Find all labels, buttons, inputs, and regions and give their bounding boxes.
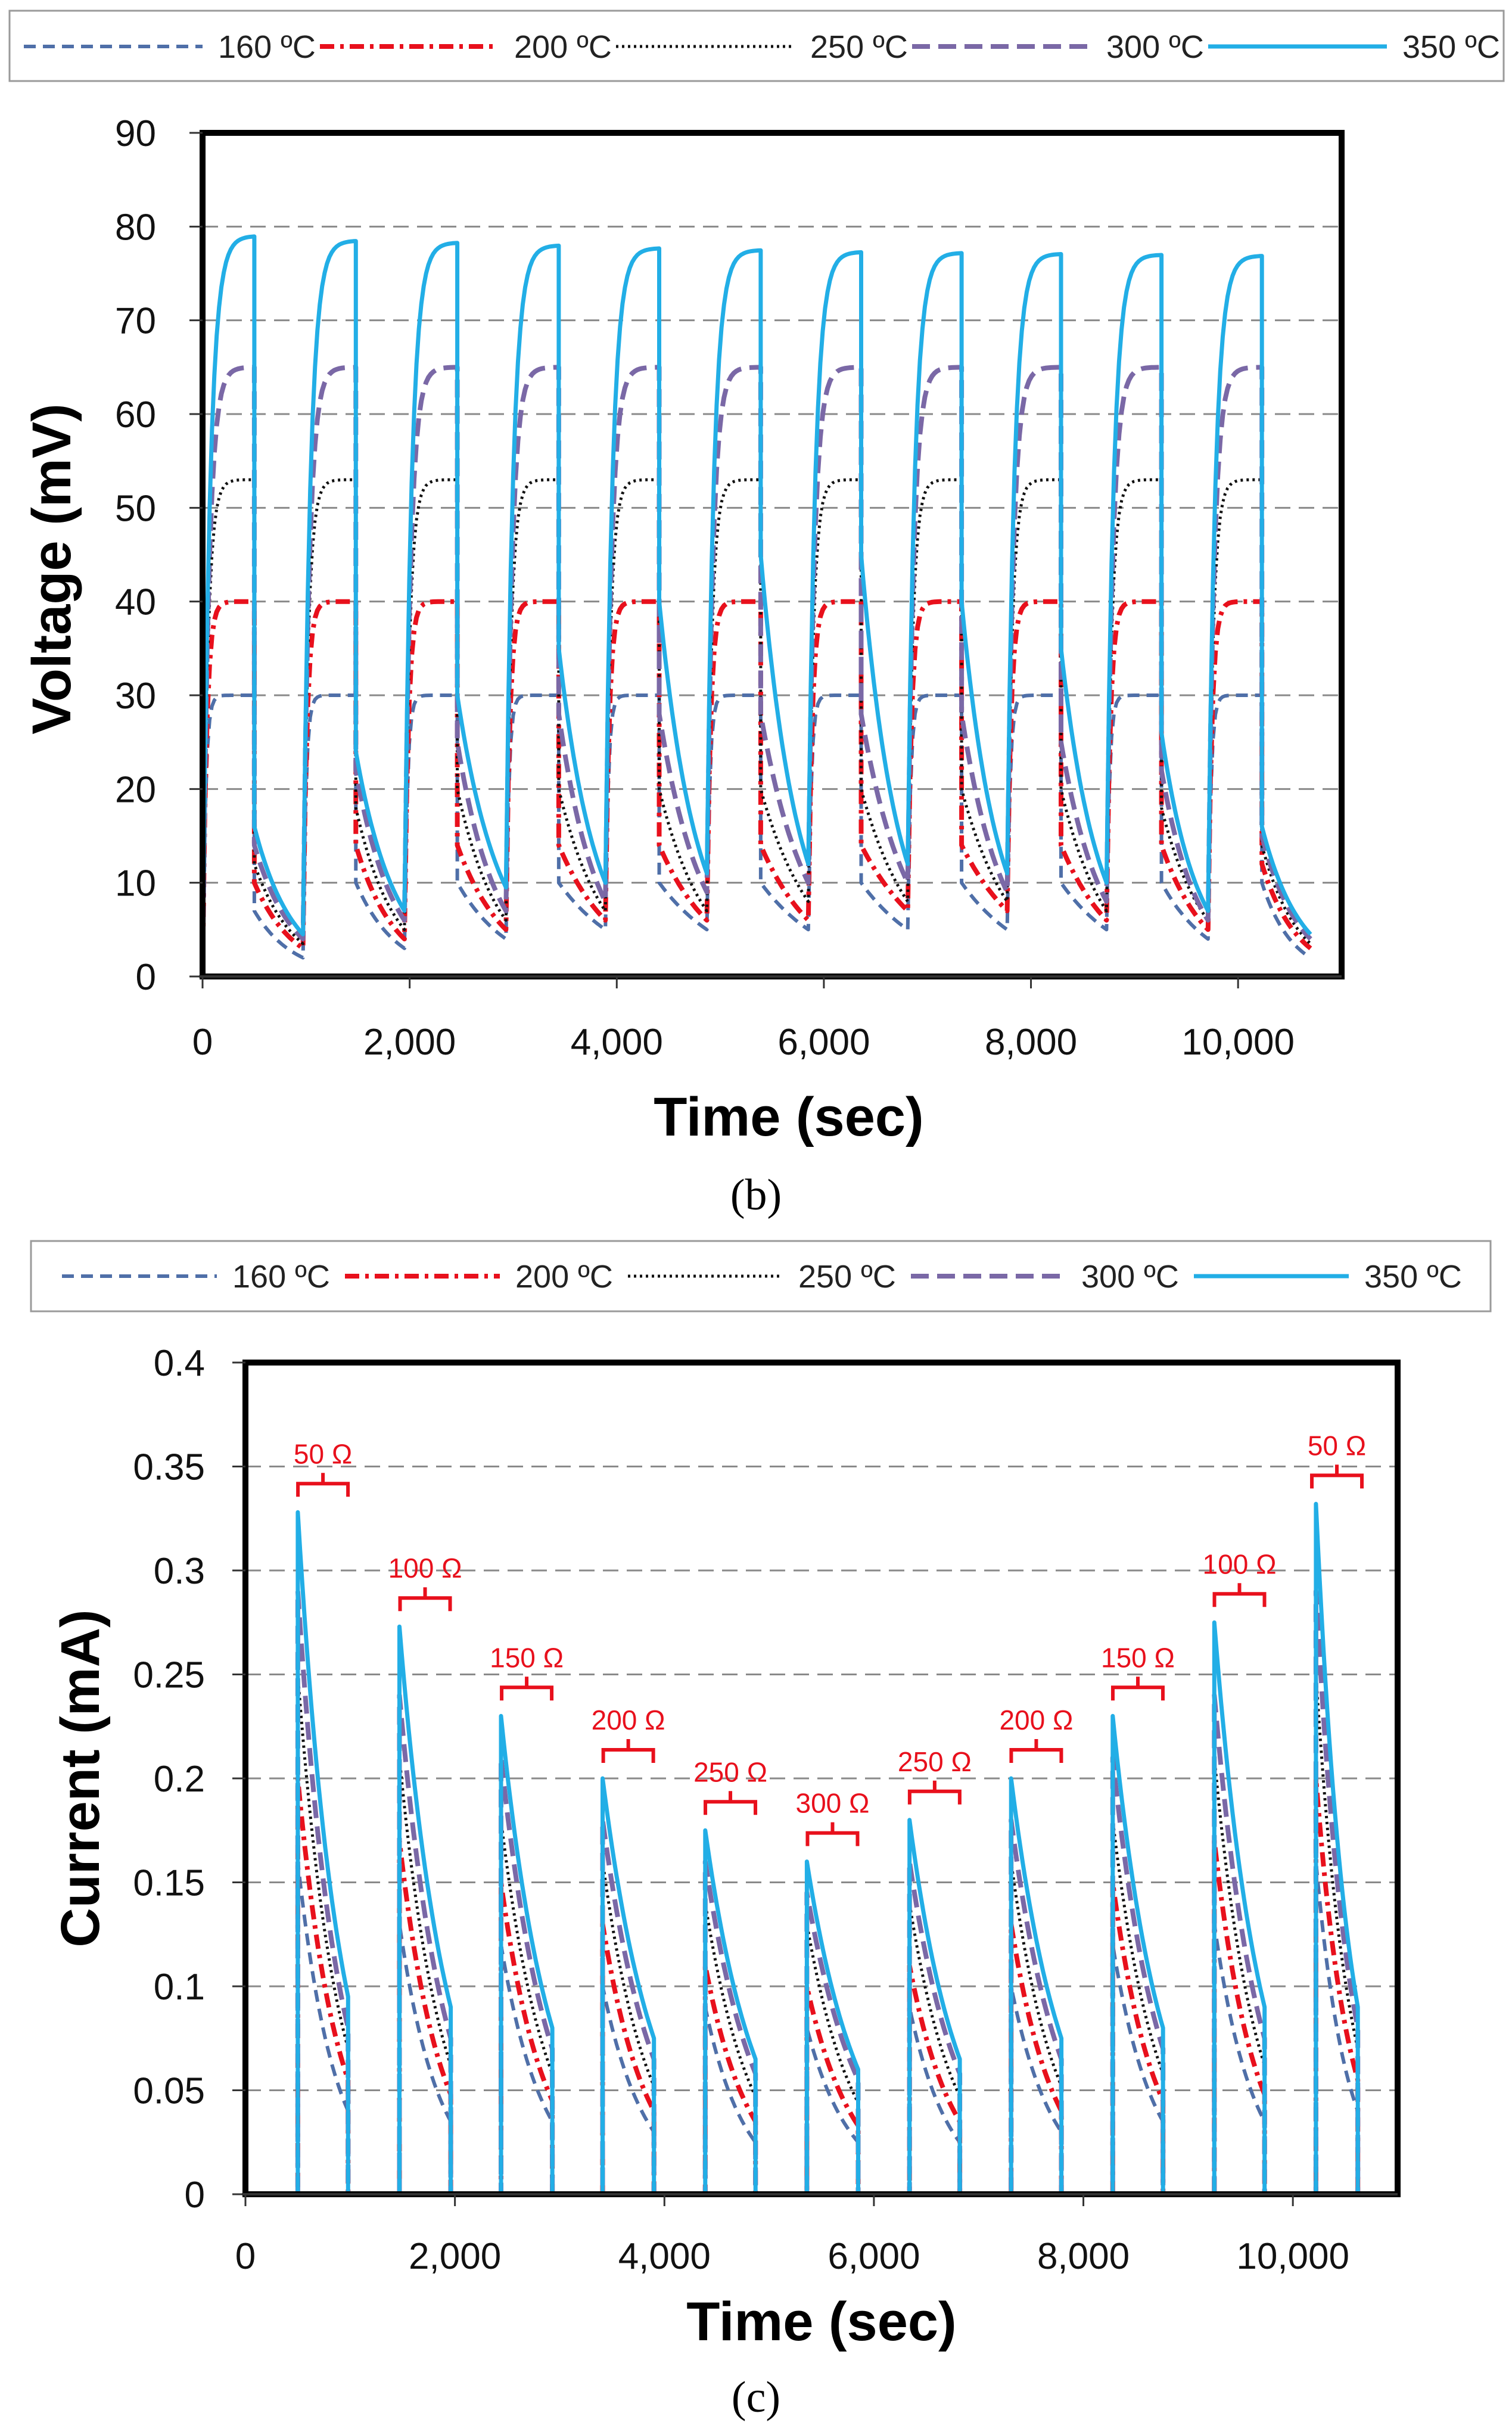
- x-tick-label: 8,000: [985, 1022, 1077, 1063]
- y-tick-label: 50: [115, 488, 156, 529]
- legend-label: 300 ºC: [1081, 1259, 1179, 1295]
- x-tick-label: 4,000: [618, 2236, 711, 2277]
- x-axis-label: Time (sec): [686, 2291, 956, 2352]
- y-tick-label: 0.4: [154, 1343, 205, 1384]
- resistance-brace: [398, 1587, 452, 1612]
- current-chart: 160 ºC 200 ºC 250 ºC 300 ºC 350 ºC 50 Ω 100 Ω…: [30, 1240, 1492, 2422]
- y-tick-label: 40: [115, 582, 156, 623]
- resistance-label: 300 Ω: [796, 1788, 870, 1819]
- series-line: [245, 1859, 1367, 2196]
- legend-label: 160 ºC: [232, 1259, 330, 1295]
- resistance-label: 100 Ω: [1203, 1548, 1277, 1579]
- legend-label: 350 ºC: [1364, 1259, 1462, 1295]
- resistance-brace: [704, 1791, 758, 1815]
- y-tick-label: 0.05: [133, 2071, 205, 2112]
- y-tick-label: 0: [136, 957, 156, 998]
- resistance-brace: [1212, 1583, 1267, 1607]
- y-tick-label: 30: [115, 676, 156, 717]
- resistance-brace: [296, 1473, 350, 1497]
- legend-label: 250 ºC: [798, 1259, 896, 1295]
- legend-label: 300 ºC: [1106, 29, 1204, 65]
- y-tick-label: 60: [115, 394, 156, 436]
- x-tick-label: 6,000: [827, 2236, 920, 2277]
- series-line: [201, 478, 1312, 977]
- y-tick-label: 0.15: [133, 1863, 205, 1904]
- panel-label: (c): [732, 2373, 780, 2422]
- x-tick-label: 6,000: [777, 1022, 870, 1063]
- series-line: [245, 1501, 1367, 2197]
- series-line: [245, 1776, 1367, 2197]
- series-group: [245, 1501, 1367, 2197]
- series-line: [245, 1673, 1367, 2196]
- resistance-brace: [601, 1739, 655, 1763]
- x-axis-label: Time (sec): [654, 1087, 923, 1147]
- resistance-label: 200 Ω: [999, 1705, 1073, 1735]
- axes: 0 10 20 30 40 50 60 70 80 90 0 2,000 4,000 6,000 8,000…: [115, 113, 1342, 1063]
- x-tick-label: 0: [235, 2236, 256, 2277]
- resistance-brace: [1310, 1464, 1364, 1489]
- y-tick-label: 10: [115, 863, 156, 904]
- legend: 160 ºC 200 ºC 250 ºC 300 ºC 350 ºC: [24, 29, 1500, 65]
- x-tick-label: 2,000: [363, 1022, 456, 1063]
- y-tick-label: 0.3: [154, 1551, 205, 1592]
- y-tick-label: 80: [115, 207, 156, 248]
- legend-label: 200 ºC: [514, 29, 612, 65]
- resistance-label: 200 Ω: [592, 1705, 665, 1735]
- x-tick-label: 4,000: [571, 1022, 663, 1063]
- legend-label: 250 ºC: [810, 29, 908, 65]
- y-tick-label: 0.1: [154, 1967, 205, 2008]
- y-tick-label: 90: [115, 113, 156, 154]
- resistance-label: 150 Ω: [1101, 1642, 1175, 1673]
- y-axis-label: Current (mA): [50, 1609, 111, 1947]
- resistance-label: 250 Ω: [693, 1756, 767, 1787]
- legend-label: 160 ºC: [218, 29, 316, 65]
- resistance-label: 250 Ω: [898, 1746, 972, 1777]
- resistance-label: 150 Ω: [490, 1642, 564, 1673]
- y-tick-label: 0.25: [133, 1655, 205, 1696]
- y-tick-label: 0: [185, 2175, 205, 2216]
- resistance-annotations: 50 Ω 100 Ω 150 Ω 200 Ω 250 Ω 300 Ω 250 Ω 200 Ω 1…: [294, 1430, 1366, 1846]
- resistance-brace: [1009, 1739, 1063, 1763]
- series-group: [200, 234, 1312, 977]
- gridlines: [245, 1466, 1398, 2091]
- resistance-brace: [1110, 1677, 1165, 1701]
- legend-label: 350 ºC: [1402, 29, 1500, 65]
- x-tick-label: 10,000: [1181, 1022, 1295, 1063]
- resistance-label: 50 Ω: [1308, 1430, 1366, 1461]
- legend: 160 ºC 200 ºC 250 ºC 300 ºC 350 ºC: [62, 1259, 1462, 1295]
- y-tick-label: 70: [115, 301, 156, 342]
- legend-label: 200 ºC: [515, 1259, 613, 1295]
- resistance-brace: [500, 1677, 554, 1701]
- panel-label: (b): [730, 1171, 782, 1220]
- voltage-chart: 160 ºC 200 ºC 250 ºC 300 ºC 350 ºC 0 10 20 30 40…: [8, 10, 1505, 1220]
- axes: 0 0.05 0.1 0.15 0.2 0.25 0.3 0.35 0.4 0 2,000 4,000…: [133, 1343, 1398, 2277]
- x-tick-label: 8,000: [1037, 2236, 1130, 2277]
- resistance-brace: [805, 1822, 860, 1846]
- x-tick-label: 10,000: [1236, 2236, 1349, 2277]
- y-tick-label: 0.35: [133, 1447, 205, 1488]
- y-axis-label: Voltage (mV): [21, 403, 82, 734]
- resistance-label: 50 Ω: [294, 1438, 352, 1469]
- series-line: [201, 693, 1312, 977]
- x-tick-label: 0: [192, 1022, 213, 1063]
- y-tick-label: 0.2: [154, 1759, 205, 1800]
- series-line: [200, 234, 1312, 977]
- x-tick-label: 2,000: [409, 2236, 501, 2277]
- y-tick-label: 20: [115, 769, 156, 810]
- resistance-brace: [907, 1780, 962, 1805]
- resistance-label: 100 Ω: [388, 1553, 462, 1584]
- series-line: [245, 1588, 1367, 2197]
